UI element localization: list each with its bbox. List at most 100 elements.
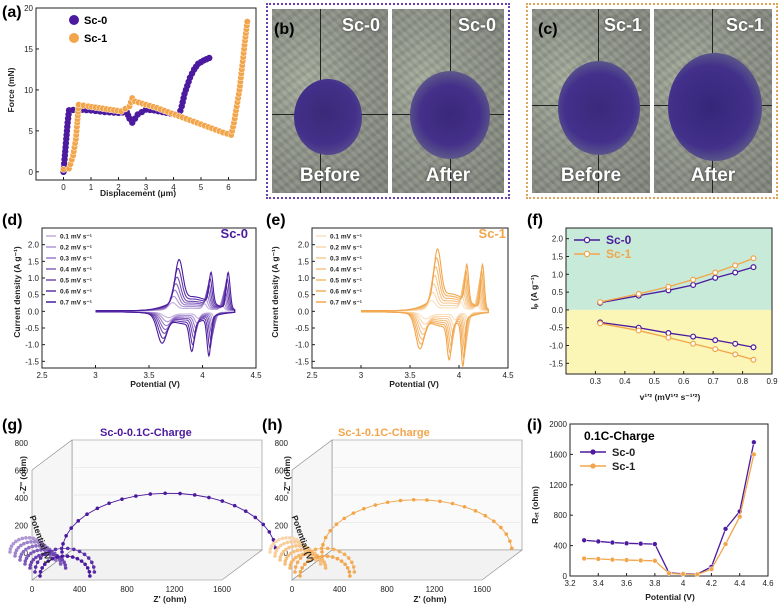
- chart-f-ytick-label: 2.0: [552, 235, 564, 244]
- chart-h-eis-curve: [294, 548, 355, 573]
- chart-a-ytick-label: 0: [29, 168, 34, 177]
- chart-f-point: [750, 264, 757, 271]
- chart-a-xtick-label: 4: [171, 183, 176, 192]
- chart-f-point: [712, 274, 719, 281]
- chart-a-legend-marker-sc1: [69, 33, 79, 43]
- chart-a-ytick-label: 15: [24, 45, 33, 54]
- chart-i-ytick-label: 1200: [549, 481, 567, 490]
- chart-f-legend-label: Sc-0: [606, 233, 632, 247]
- chart-i-point: [708, 566, 715, 572]
- chart-g-eis-curve: [61, 492, 276, 553]
- chart-g-ylabel: -Z'' (ohm): [18, 456, 28, 494]
- chart-d-ytick-label: -1.0: [25, 341, 39, 350]
- chart-g-ytick-label: 800: [15, 439, 29, 448]
- chart-f-xtick-label: 0.9: [766, 377, 778, 386]
- chart-a-xtick-label: 0: [61, 183, 66, 192]
- chart-g-eis-point: [63, 566, 68, 570]
- chart-f-ytick-label: 1.5: [552, 252, 564, 261]
- chart-e-legend-label: 0.2 mV s⁻¹: [330, 245, 362, 252]
- chart-e-ytick-label: 0.0: [298, 307, 310, 316]
- chart-i-point: [751, 439, 757, 445]
- chart-i-xtick-label: 3.2: [564, 579, 576, 588]
- chart-i-xtick-label: 4.4: [734, 579, 746, 588]
- chart-f-point: [712, 337, 719, 344]
- chart-i-ytick-label: 1600: [549, 450, 567, 459]
- chart-d-ytick-label: 1.0: [28, 274, 40, 283]
- chart-e-ytick-label: 1.5: [298, 257, 310, 266]
- chart-i-series-line: [584, 442, 755, 575]
- chart-a-xtick-label: 6: [226, 183, 231, 192]
- chart-g-xtick-label: 0: [30, 585, 35, 594]
- chart-h-eis-point: [313, 558, 318, 562]
- chart-d-cv-sc0: 2.5 3 3.5 4 4.5 -1.5 -1.0 -0.5 0.0 0.5 1.0 1.5 2.0 0.…: [25, 227, 262, 380]
- chart-i-point: [623, 557, 630, 563]
- chart-a-xlabel: Displacement (μm): [100, 188, 176, 198]
- chart-i-point: [595, 538, 601, 545]
- panel-c-frame: Sc-1 Before Sc-1 After: [526, 3, 778, 199]
- chart-i-point: [666, 570, 672, 576]
- chart-e-legend-label: 0.5 mV s⁻¹: [330, 278, 362, 285]
- chart-i-frame: [569, 423, 769, 577]
- chart-f-point: [665, 283, 672, 290]
- chart-d-xtick-label: 4.5: [250, 371, 262, 380]
- chart-f-ytick-label: 0.0: [552, 306, 564, 315]
- chart-d-ytick-label: -1.5: [25, 357, 39, 366]
- chart-f-point: [750, 255, 757, 262]
- chart-i-xtick-label: 4.6: [762, 579, 774, 588]
- chart-e-xtick-label: 3: [359, 371, 364, 380]
- chart-f-ylabel: Iₚ (A g⁻¹): [529, 274, 539, 309]
- chart-e-xtick-label: 2.5: [306, 371, 318, 380]
- micrograph-b-before-label: Before: [299, 165, 361, 186]
- chart-e-ytick-label: 1.0: [298, 274, 310, 283]
- micrograph-c-before-label: Before: [560, 165, 622, 186]
- chart-f-frame: [565, 227, 773, 375]
- chart-f-point: [690, 281, 697, 288]
- chart-d-xtick-label: 4: [200, 371, 205, 380]
- chart-d-legend-label: 0.5 mV s⁻¹: [60, 278, 92, 285]
- chart-i-point: [722, 541, 729, 547]
- chart-a-frame: [35, 7, 257, 181]
- chart-e-ytick-label: -0.5: [295, 324, 309, 333]
- chart-a-xtick-label: 2: [116, 183, 121, 192]
- chart-e-title: Sc-1: [479, 226, 506, 241]
- chart-h-ytick-label: 0: [284, 549, 289, 558]
- chart-i-series-line: [584, 454, 755, 576]
- chart-g-xlabel: Z' (ohm): [153, 594, 186, 604]
- chart-i-xtick-label: 4.2: [706, 579, 718, 588]
- chart-f-point: [690, 276, 697, 283]
- chart-e-legend-label: 0.1 mV s⁻¹: [330, 234, 362, 241]
- chart-h-xtick-label: 400: [333, 585, 347, 594]
- chart-i-legend-label: Sc-0: [612, 447, 635, 459]
- chart-d-ytick-label: 0.5: [28, 291, 40, 300]
- chart-i-point: [652, 541, 658, 547]
- chart-f-point: [750, 356, 757, 363]
- chart-f-point: [690, 340, 697, 347]
- chart-f-point: [665, 334, 672, 341]
- chart-f-xtick-label: 0.6: [678, 377, 690, 386]
- chart-f-xtick-label: 0.8: [737, 377, 749, 386]
- chart-e-ytick-label: 0.5: [298, 291, 310, 300]
- chart-f-cathodic-region: [566, 309, 772, 374]
- chart-i-point: [694, 571, 700, 578]
- chart-h-xtick-label: 0: [290, 585, 295, 594]
- chart-i-xtick-label: 3.8: [649, 579, 661, 588]
- chart-g-xtick-label: 400: [73, 585, 87, 594]
- chart-h-ytick-label: 600: [275, 467, 289, 476]
- chart-i-ytick-label: 400: [554, 542, 568, 551]
- chart-f-point: [750, 344, 757, 351]
- chart-i-point: [680, 571, 686, 577]
- chart-i-point: [737, 514, 743, 520]
- chart-h-eis-sc1: 0 200 400 600 800 0 400 800 1200 1600: [268, 439, 523, 594]
- panel-label-b: (b): [274, 21, 294, 38]
- chart-f-ytick-label: -0.5: [549, 324, 563, 333]
- chart-i-ytick-label: 800: [554, 511, 568, 520]
- chart-e-ytick-label: -1.0: [295, 341, 309, 350]
- chart-f-point: [635, 290, 642, 297]
- chart-f-xtick-label: 0.5: [649, 377, 661, 386]
- chart-f-legend-label: Sc-1: [606, 247, 632, 261]
- chart-f-anodic-region: [566, 228, 772, 310]
- chart-i-legend-label: Sc-1: [612, 461, 635, 473]
- chart-g-title: Sc-0-0.1C-Charge: [100, 427, 192, 439]
- chart-d-ytick-label: 1.5: [28, 257, 40, 266]
- chart-d-xtick-label: 3.5: [143, 371, 155, 380]
